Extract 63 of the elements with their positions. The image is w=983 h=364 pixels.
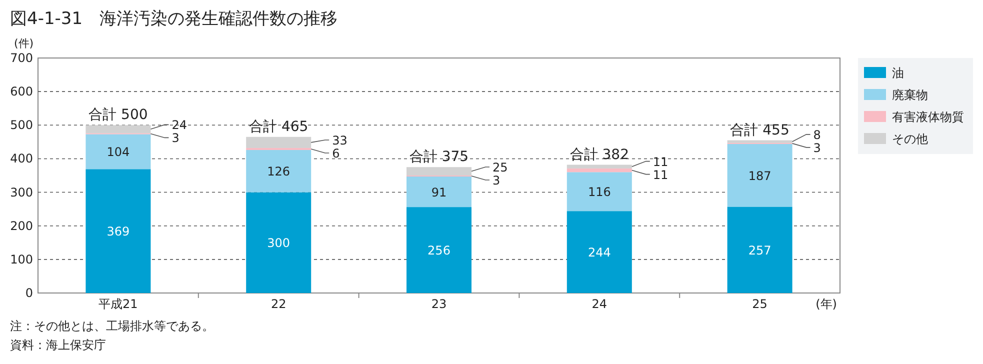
bar <box>246 150 312 192</box>
x-tick-label: 24 <box>592 297 608 311</box>
y-tick-label: 400 <box>10 152 33 166</box>
text: 資料：海上保安庁 <box>10 338 106 352</box>
data-label: 6 <box>332 146 340 160</box>
bar <box>406 167 472 176</box>
y-tick-label: 100 <box>10 252 33 266</box>
data-label: 116 <box>588 185 611 200</box>
data-label: 8 <box>813 128 821 142</box>
data-label: 33 <box>332 133 348 148</box>
total-label: 合計 375 <box>409 149 469 166</box>
y-axis-title: (件) <box>14 37 34 50</box>
bar <box>246 192 312 293</box>
x-tick-label: 22 <box>270 297 286 311</box>
bar <box>86 134 151 170</box>
data-label: 11 <box>652 154 668 169</box>
data-label: 3 <box>813 140 821 155</box>
x-axis-title: (年) <box>816 297 837 311</box>
data-label: 91 <box>431 185 447 200</box>
data-label: 187 <box>748 168 772 183</box>
bar <box>727 140 792 143</box>
y-tick-label: 600 <box>10 84 33 99</box>
data-label: 3 <box>492 174 500 188</box>
data-label: 126 <box>267 164 290 179</box>
bar <box>406 176 472 208</box>
bar <box>406 207 472 293</box>
y-tick-label: 200 <box>10 218 33 233</box>
text: 注：その他とは、工場排水等である。 <box>10 319 214 333</box>
legend-label: 廃棄物 <box>892 88 928 102</box>
legend-label: 油 <box>892 66 904 80</box>
data-label: 3 <box>172 131 180 146</box>
x-tick-label: 23 <box>431 297 447 311</box>
data-label: 24 <box>172 118 187 132</box>
data-label: 25 <box>492 160 508 175</box>
bar <box>727 206 792 293</box>
bar <box>727 144 792 207</box>
total-label: 合計 455 <box>730 122 790 138</box>
data-label: 11 <box>652 168 668 182</box>
x-tick-label: 25 <box>752 297 768 311</box>
y-tick-label: 300 <box>10 185 33 200</box>
data-label: 104 <box>106 145 130 160</box>
data-label: 300 <box>267 236 290 250</box>
bar <box>86 169 151 293</box>
legend-label: その他 <box>892 132 928 146</box>
title: 図4-1-31 海洋汚染の発生確認件数の推移 <box>10 9 338 29</box>
x-tick-label: 平成21 <box>98 297 138 311</box>
bar <box>566 211 632 293</box>
total-label: 合計 465 <box>249 118 308 135</box>
legend-label: 有害液体物質 <box>892 110 964 124</box>
bar <box>566 164 632 168</box>
bar <box>566 168 632 172</box>
bar <box>246 136 312 148</box>
y-tick-label: 700 <box>10 51 33 65</box>
bar <box>86 125 151 134</box>
y-tick-label: 0 <box>25 286 33 300</box>
total-label: 合計 500 <box>88 107 148 124</box>
data-label: 244 <box>588 246 611 260</box>
bar <box>566 172 632 212</box>
data-label: 369 <box>106 224 130 239</box>
data-label: 257 <box>748 243 772 258</box>
data-label: 256 <box>428 244 450 258</box>
total-label: 合計 382 <box>570 146 629 163</box>
y-tick-label: 500 <box>10 118 33 132</box>
